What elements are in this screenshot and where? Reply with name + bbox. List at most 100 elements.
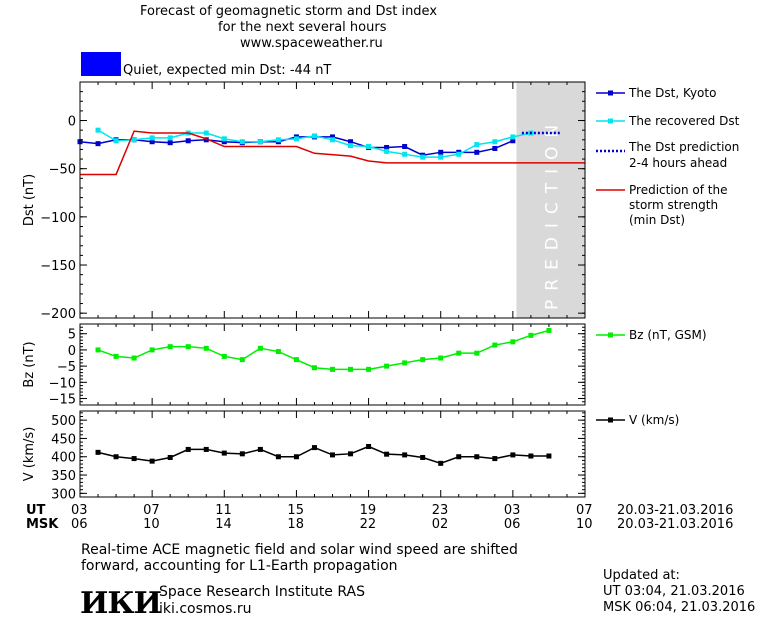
- ut-tick-label: 03: [503, 503, 521, 518]
- data-point-v: [438, 460, 444, 466]
- data-point-dst-recovered: [348, 143, 354, 149]
- series-line-bz: [97, 329, 550, 371]
- y-tick-label: −10: [49, 376, 76, 391]
- y-tick-label: −15: [49, 393, 76, 408]
- status-color-swatch: [81, 52, 121, 76]
- data-point-dst-kyoto: [185, 138, 191, 144]
- data-point-bz: [492, 342, 498, 348]
- data-point-dst-recovered: [221, 136, 227, 142]
- y-tick-label: 500: [51, 414, 76, 429]
- data-point-bz: [221, 353, 227, 359]
- data-point-bz: [456, 350, 462, 356]
- msk-tick-label: 22: [359, 517, 377, 532]
- data-point-v: [402, 452, 408, 458]
- ut-axis-label: UT: [26, 503, 46, 518]
- series-line-v: [97, 445, 549, 465]
- data-point-dst-kyoto: [95, 141, 101, 147]
- legend-marker-dst-recovered: [608, 118, 613, 124]
- status-text: Quiet, expected min Dst: -44 nT: [123, 63, 332, 78]
- msk-tick-label: 14: [215, 517, 232, 532]
- footer-note-line1: Real-time ACE magnetic field and solar w…: [81, 542, 518, 558]
- data-point-dst-recovered: [492, 139, 498, 145]
- data-point-dst-kyoto: [348, 139, 354, 145]
- institute-name: Space Research Institute RAS: [159, 584, 365, 600]
- data-point-dst-recovered: [131, 137, 137, 143]
- prediction-label: PREDICTION: [542, 116, 562, 310]
- ut-tick-label: 07: [576, 503, 593, 518]
- data-point-dst-recovered: [239, 139, 245, 145]
- legend-v: V (km/s): [629, 413, 679, 427]
- data-point-bz: [348, 366, 354, 372]
- y-tick-label: −100: [40, 211, 76, 226]
- data-point-bz: [474, 350, 480, 356]
- msk-axis-label: MSK: [26, 517, 59, 532]
- legend-storm-2: storm strength: [629, 198, 718, 212]
- data-point-v: [474, 454, 480, 460]
- data-point-bz: [293, 357, 299, 363]
- data-point-v: [275, 454, 281, 460]
- data-point-v: [113, 454, 119, 460]
- data-point-v: [311, 445, 317, 451]
- y-tick-label: 350: [51, 469, 76, 484]
- data-point-bz: [95, 347, 101, 353]
- data-point-bz: [528, 332, 534, 338]
- data-point-dst-recovered: [203, 130, 209, 136]
- data-point-v: [492, 456, 498, 462]
- prediction-band: [516, 82, 585, 318]
- y-tick-label: 400: [51, 451, 76, 466]
- data-point-dst-recovered: [293, 136, 299, 142]
- data-point-v: [456, 454, 462, 460]
- legend-dst-prediction-2: 2-4 hours ahead: [629, 156, 727, 170]
- data-point-bz: [420, 357, 426, 363]
- legend-storm-1: Prediction of the: [629, 183, 728, 197]
- legend-dst-kyoto: The Dst, Kyoto: [628, 86, 716, 100]
- site-url: www.spaceweather.ru: [240, 36, 383, 51]
- data-point-dst-recovered: [438, 154, 444, 160]
- data-point-bz: [438, 355, 444, 361]
- ut-tick-label: 23: [431, 503, 449, 518]
- data-point-v: [330, 452, 335, 458]
- data-point-dst-recovered: [311, 133, 317, 139]
- data-point-dst-recovered: [167, 135, 173, 141]
- data-point-bz: [311, 365, 317, 371]
- msk-tick-label: 18: [287, 517, 304, 532]
- msk-tick-label: 10: [143, 517, 160, 532]
- data-point-bz: [330, 366, 335, 372]
- y-tick-label: −5: [57, 360, 76, 375]
- y-tick-label: 5: [68, 328, 76, 343]
- data-point-v: [149, 458, 155, 464]
- data-point-v: [185, 446, 191, 452]
- data-point-v: [203, 446, 209, 452]
- chart-title-line2: for the next several hours: [218, 20, 387, 35]
- ut-tick-label: 15: [287, 503, 304, 518]
- updated-ut: UT 03:04, 21.03.2016: [603, 584, 745, 599]
- data-point-dst-recovered: [149, 135, 155, 141]
- data-point-v: [546, 453, 552, 459]
- data-point-dst-recovered: [275, 137, 281, 143]
- data-point-dst-kyoto: [221, 139, 227, 145]
- y-axis-label-v: V (km/s): [22, 427, 37, 482]
- y-tick-label: 0: [68, 344, 76, 359]
- legend-marker-dst-kyoto: [608, 90, 613, 96]
- data-point-bz: [402, 360, 408, 366]
- legend-dst-prediction-1: The Dst prediction: [628, 140, 739, 154]
- data-point-bz: [384, 363, 390, 369]
- ut-tick-label: 11: [215, 503, 232, 518]
- data-point-dst-kyoto: [149, 139, 155, 145]
- legend-bz: Bz (nT, GSM): [629, 328, 707, 342]
- data-point-dst-kyoto: [330, 134, 335, 140]
- data-point-bz: [239, 357, 245, 363]
- data-point-v: [221, 450, 227, 456]
- data-point-dst-recovered: [113, 138, 119, 144]
- y-tick-label: −50: [49, 163, 76, 178]
- chart-title-line1: Forecast of geomagnetic storm and Dst in…: [140, 4, 438, 19]
- data-point-dst-recovered: [474, 142, 480, 148]
- updated-label: Updated at:: [603, 568, 680, 583]
- data-point-v: [257, 446, 263, 452]
- msk-tick-label: 02: [431, 517, 449, 532]
- data-point-dst-kyoto: [474, 149, 480, 155]
- msk-tick-label: 10: [576, 517, 593, 532]
- footer-note-line2: forward, accounting for L1-Earth propaga…: [81, 558, 398, 574]
- y-tick-label: −150: [40, 259, 76, 274]
- data-point-v: [239, 451, 245, 457]
